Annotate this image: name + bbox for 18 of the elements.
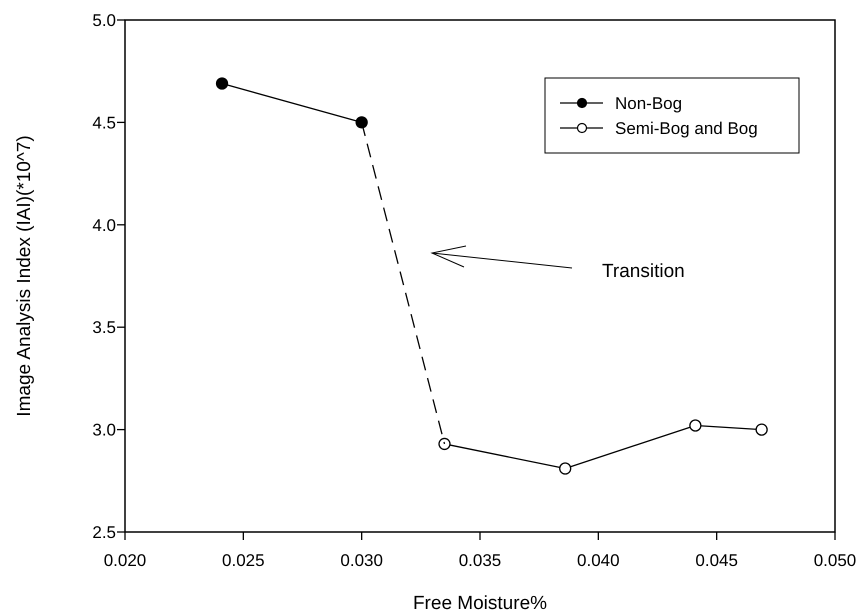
y-axis-title: Image Analysis Index (IAI)(*10^7) <box>14 135 35 417</box>
x-tick-label: 0.020 <box>104 551 146 570</box>
y-tick-label: 5.0 <box>92 11 116 30</box>
legend-label: Semi-Bog and Bog <box>615 119 758 138</box>
y-tick-label: 3.0 <box>92 420 116 440</box>
x-tick-label: 0.030 <box>340 551 383 570</box>
x-axis-title: Free Moisture% <box>412 593 548 614</box>
y-tick-label: 3.5 <box>92 318 116 338</box>
y-tick-label: 4.5 <box>92 113 116 132</box>
legend-label: Non-Bog <box>615 94 682 113</box>
x-tick-label: 0.040 <box>577 551 620 570</box>
x-tick-label: 0.050 <box>814 551 856 570</box>
x-tick-label: 0.025 <box>222 551 265 570</box>
y-tick-label: 4.0 <box>92 216 116 235</box>
x-tick-label: 0.035 <box>458 551 502 570</box>
x-tick-label: 0.045 <box>695 551 738 570</box>
y-tick-label: 2.5 <box>92 523 116 542</box>
annotation: Transition <box>602 261 685 282</box>
